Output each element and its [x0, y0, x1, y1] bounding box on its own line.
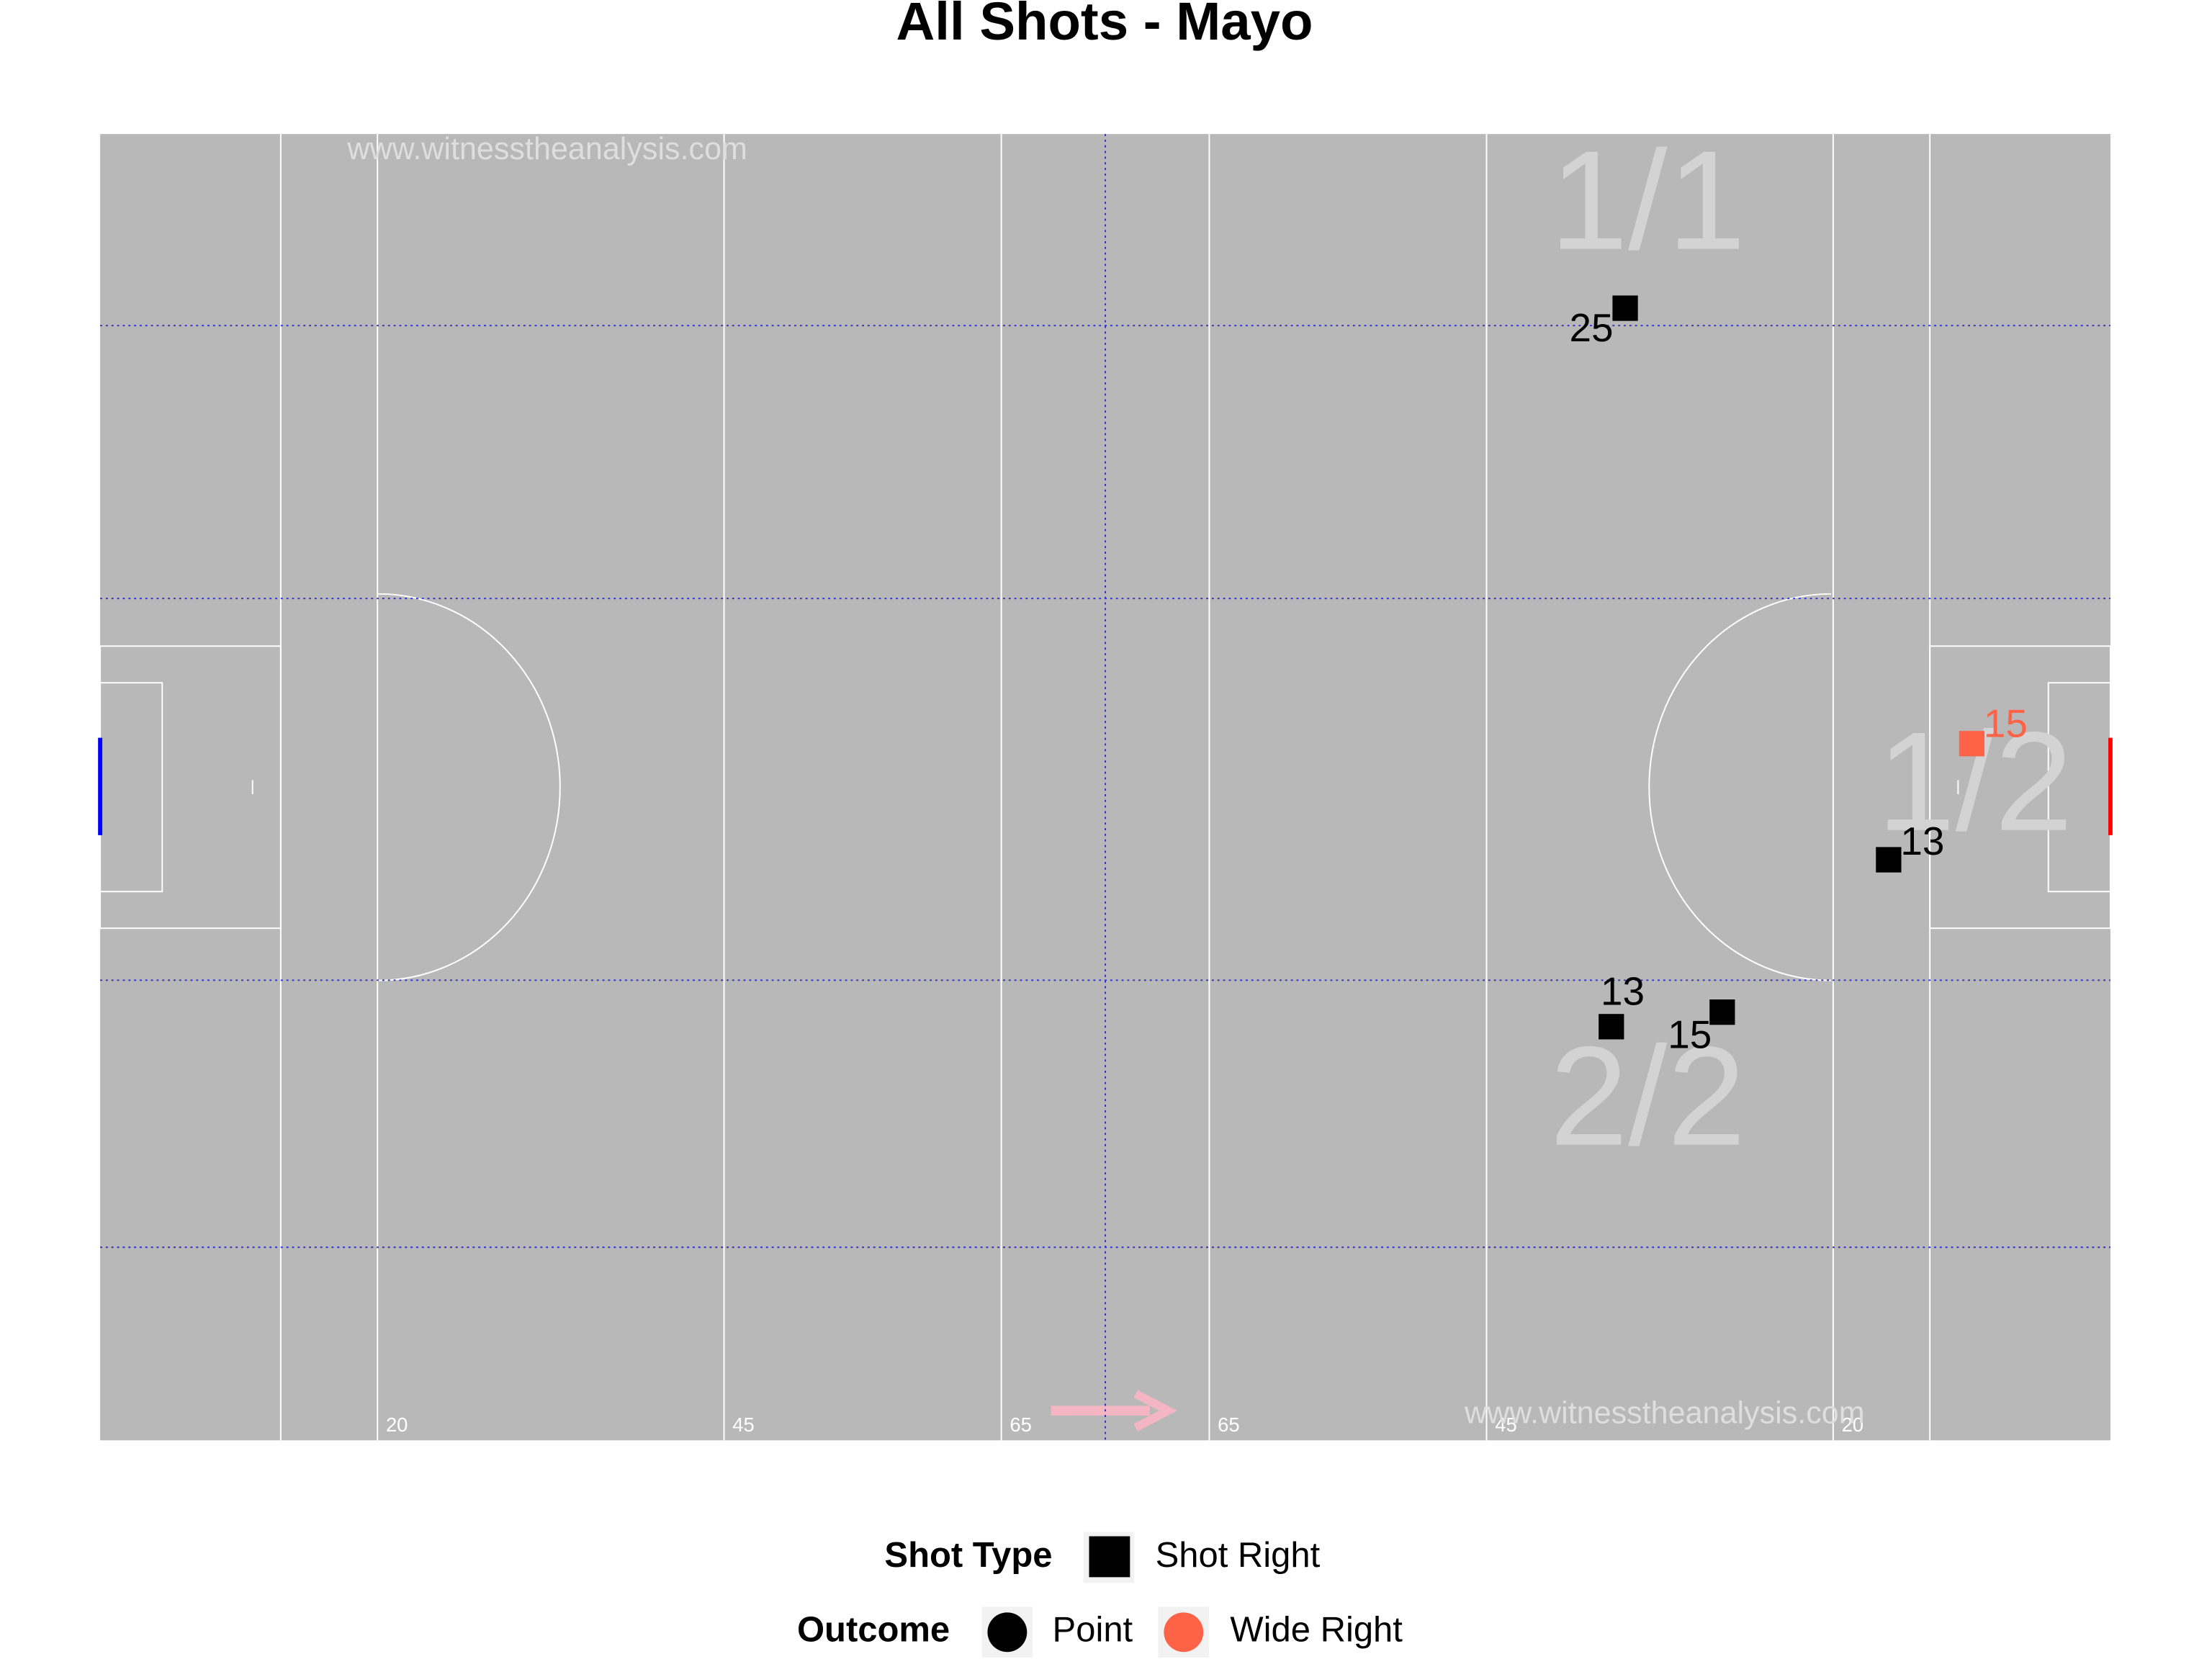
x-tick-label: 65 — [1010, 1413, 1031, 1436]
legend-label: Wide Right — [1230, 1611, 1403, 1650]
zone-annotation: 1/2 — [1877, 703, 2073, 860]
shot-label: 25 — [1570, 305, 1614, 350]
legend-key — [1089, 1536, 1130, 1578]
legend-key — [987, 1612, 1028, 1653]
x-tick-label: 20 — [1842, 1413, 1863, 1436]
shot-label: 15 — [1668, 1012, 1712, 1056]
x-tick-label: 20 — [386, 1413, 408, 1436]
zone-annotation: 1/1 — [1550, 122, 1745, 279]
legend-key — [1164, 1612, 1204, 1653]
legend-label: Shot Right — [1156, 1536, 1321, 1575]
shot-point — [1959, 731, 1985, 757]
x-tick-label: 45 — [732, 1413, 754, 1436]
legend-title: Outcome — [797, 1611, 950, 1650]
legend-label: Point — [1053, 1611, 1133, 1650]
chart-title: All Shots - Mayo — [896, 0, 1313, 51]
shot-point — [1876, 847, 1902, 873]
shot-label: 13 — [1900, 819, 1944, 863]
direction-arrow — [1051, 1390, 1177, 1431]
zone-annotation: 2/2 — [1550, 1017, 1745, 1175]
watermark: www.witnesstheanalysis.com — [1464, 1395, 1865, 1430]
shot-point — [1709, 999, 1735, 1025]
x-tick-label: 45 — [1495, 1413, 1516, 1436]
legend-title: Shot Type — [884, 1536, 1052, 1575]
shot-point — [1599, 1014, 1624, 1040]
shot-label: 13 — [1601, 968, 1645, 1013]
shot-label: 15 — [1984, 701, 2028, 746]
x-tick-label: 65 — [1218, 1413, 1239, 1436]
pitch — [100, 134, 2110, 1441]
shot-point — [1612, 295, 1638, 321]
watermark: www.witnesstheanalysis.com — [346, 132, 747, 166]
